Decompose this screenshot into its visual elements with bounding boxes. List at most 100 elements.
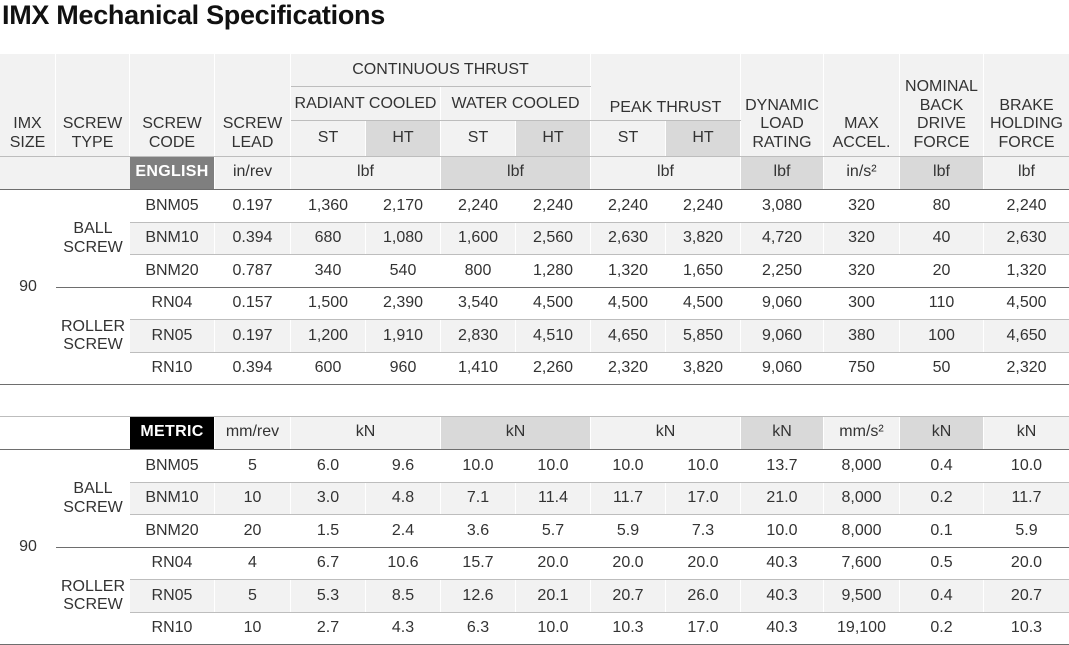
metric-g1-r2-c1: 10 <box>215 613 290 645</box>
header-st-4: ST <box>591 121 665 156</box>
english-g0-r0-c0-text: BNM05 <box>145 196 199 214</box>
header-st-0: ST <box>291 121 365 156</box>
english-system-tag-text: ENGLISH <box>135 163 209 181</box>
english-screw-type-1-text: ROLLER SCREW <box>60 317 126 354</box>
english-g1-r0-c10-text: 110 <box>928 294 955 312</box>
english-unit-peak-text: lbf <box>657 163 674 181</box>
english-g1-r2-c0-text: RN10 <box>151 359 193 377</box>
english-g0-r0-c7: 2,240 <box>666 190 740 222</box>
english-g0-r1-c2-text: 680 <box>314 229 342 247</box>
metric-g1-r2-c7-text: 17.0 <box>687 619 719 637</box>
metric-unit-peak: kN <box>591 416 740 449</box>
english-g0-r0-c11: 2,240 <box>984 190 1069 222</box>
english-g0-r1-c1: 0.394 <box>215 222 290 254</box>
english-g0-r0-c9: 320 <box>824 190 899 222</box>
header-water-cooled: WATER COOLED <box>441 87 590 121</box>
metric-g1-r1-c10-text: 0.4 <box>930 586 953 604</box>
metric-row-line <box>130 611 1069 613</box>
metric-imx-size: 90 <box>0 450 56 645</box>
english-g0-r2-c0-text: BNM20 <box>145 261 199 279</box>
english-g1-r1-c5: 4,510 <box>516 320 590 352</box>
metric-unit-dynamic-text: kN <box>772 423 792 441</box>
english-g1-r0-c2-text: 1,500 <box>307 294 349 312</box>
metric-g0-r1-c1-text: 10 <box>243 489 262 507</box>
english-screw-type-0-text: BALL SCREW <box>63 220 123 256</box>
metric-g0-r0-c11: 10.0 <box>984 450 1069 482</box>
english-g0-r1-c8-text: 4,720 <box>761 229 803 247</box>
header-screw-lead: SCREW LEAD <box>215 54 290 156</box>
english-g0-r2-c9-text: 320 <box>848 261 875 279</box>
english-g1-r0-c11: 4,500 <box>984 288 1069 320</box>
metric-g0-r2-c10-text: 0.1 <box>930 521 953 539</box>
english-g1-r1-c7-text: 5,850 <box>682 326 724 344</box>
english-row-line <box>130 351 1069 353</box>
english-g1-r2-c7: 3,820 <box>666 353 740 385</box>
metric-g1-r2-c11-text: 10.3 <box>1010 619 1043 637</box>
header-dynamic-load-text: DYNAMIC LOAD RATING <box>745 96 819 151</box>
header-screw-type: SCREW TYPE <box>56 54 129 156</box>
english-g1-r1-c1-text: 0.197 <box>232 326 273 344</box>
english-g0-r0-c1: 0.197 <box>215 190 290 222</box>
header-imx-size-text: IMX SIZE <box>9 115 46 151</box>
metric-g1-r1-c4-text: 12.6 <box>462 586 494 604</box>
english-g0-r0-c2-text: 1,360 <box>307 196 349 214</box>
metric-g0-r2-c3-text: 2.4 <box>391 521 415 539</box>
metric-g1-r2-c10-text: 0.2 <box>930 619 953 637</box>
english-g1-r1-c11: 4,650 <box>984 320 1069 352</box>
header-st-4-text: ST <box>617 129 639 147</box>
header-line-continuous <box>291 86 591 87</box>
header-screw-code-text: SCREW CODE <box>142 115 202 151</box>
metric-g0-r1-c9: 8,000 <box>824 482 899 514</box>
metric-units-blank <box>0 416 130 449</box>
metric-g1-r2-c0: RN10 <box>130 613 214 645</box>
english-g0-r1-c0-text: BNM10 <box>145 229 199 247</box>
header-radiant-cooled-text: RADIANT COOLED <box>294 94 437 112</box>
english-g0-r2-c2-text: 340 <box>314 261 342 279</box>
english-g0-r0-c0: BNM05 <box>130 190 214 222</box>
metric-unit-water-text: kN <box>505 423 526 441</box>
metric-g0-r0-c7: 10.0 <box>666 450 740 482</box>
metric-g1-r1-c0-text: RN05 <box>151 586 193 604</box>
english-g0-r1-c11: 2,630 <box>984 222 1069 254</box>
english-g1-r0-c10: 110 <box>900 288 983 320</box>
english-g1-r2-c7-text: 3,820 <box>682 359 724 377</box>
metric-g0-r1-c11: 11.7 <box>984 482 1069 514</box>
metric-g1-r0-c0-text: RN04 <box>151 554 193 572</box>
header-screw-lead-text: SCREW LEAD <box>222 115 283 151</box>
english-g1-r1-c8-text: 9,060 <box>761 326 803 344</box>
header-ht-3-text: HT <box>542 129 564 147</box>
metric-group-line <box>56 546 1069 548</box>
metric-g1-r0-c10: 0.5 <box>900 548 983 580</box>
english-row-line <box>130 221 1069 223</box>
metric-g1-r0-c6: 20.0 <box>591 548 665 580</box>
metric-g1-r1-c8: 40.3 <box>741 580 823 612</box>
english-g0-r1-c3: 1,080 <box>366 222 440 254</box>
metric-g1-r0-c3: 10.6 <box>366 548 440 580</box>
metric-g0-r2-c7: 7.3 <box>666 515 740 547</box>
english-g1-r1-c10-text: 100 <box>928 326 955 344</box>
english-unit-water-text: lbf <box>507 163 524 181</box>
english-g0-r0-c6: 2,240 <box>591 190 665 222</box>
metric-unit-water: kN <box>441 416 590 449</box>
metric-system-tag-text: METRIC <box>140 423 204 441</box>
metric-unit-brake: kN <box>984 416 1069 449</box>
header-st-2-text: ST <box>467 129 489 147</box>
metric-g0-r0-c3-text: 9.6 <box>391 456 415 474</box>
metric-g0-r0-c0-text: BNM05 <box>145 456 199 474</box>
metric-row-line <box>130 514 1069 515</box>
metric-g1-r1-c5: 20.1 <box>516 580 590 612</box>
english-g0-r2-c10-text: 20 <box>932 261 951 279</box>
metric-g0-r0-c4-text: 10.0 <box>462 456 494 474</box>
header-radiant-cooled: RADIANT COOLED <box>291 87 440 121</box>
metric-unit-dynamic: kN <box>741 416 823 449</box>
metric-g0-r2-c2: 1.5 <box>291 515 365 547</box>
metric-g1-r0-c2-text: 6.7 <box>316 554 340 572</box>
metric-g0-r2-c5: 5.7 <box>516 515 590 547</box>
english-g0-r1-c8: 4,720 <box>741 222 823 254</box>
metric-unit-accel-text: mm/s² <box>839 423 884 441</box>
english-g0-r2-c8: 2,250 <box>741 255 823 287</box>
metric-g1-r2-c10: 0.2 <box>900 613 983 645</box>
metric-g1-r1-c9-text: 9,500 <box>841 586 882 604</box>
metric-g0-r1-c2: 3.0 <box>291 482 365 514</box>
header-ht-1-text: HT <box>392 129 414 147</box>
